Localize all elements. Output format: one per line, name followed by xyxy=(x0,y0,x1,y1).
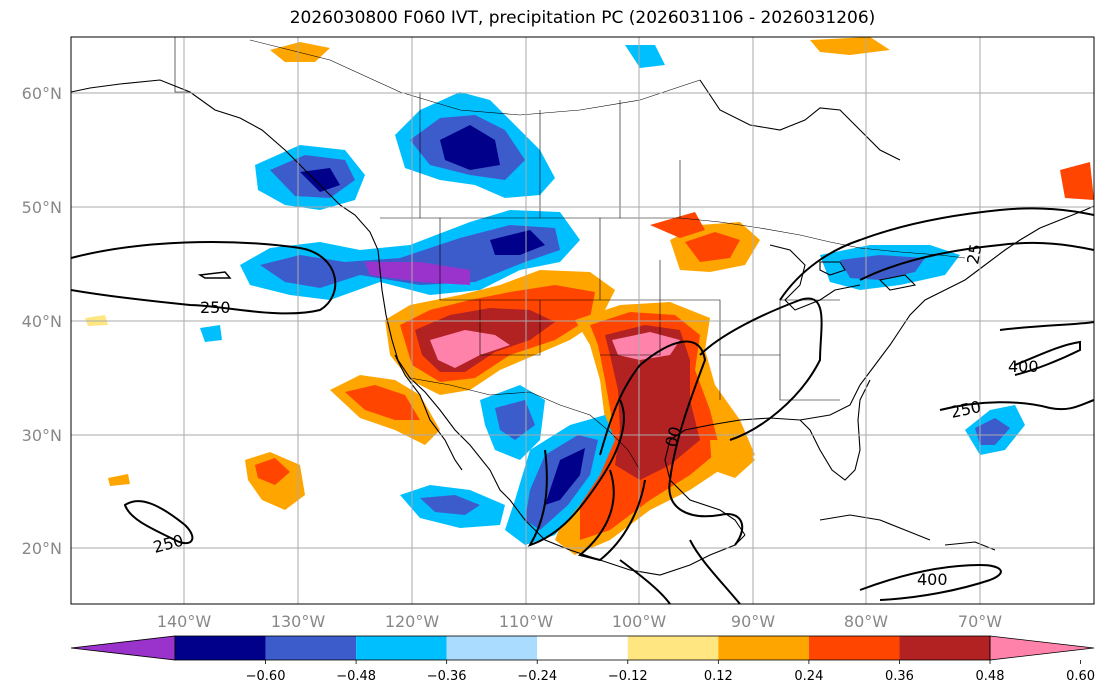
lat-label-40n: 40°N xyxy=(22,312,62,331)
lon-label-80w: 80°W xyxy=(844,612,888,631)
colorbar-swatch xyxy=(175,636,266,660)
lat-label-30n: 30°N xyxy=(22,426,62,445)
colorbar-tick-label: 0.60 xyxy=(1066,669,1095,684)
colorbar-frame xyxy=(174,635,991,661)
colorbar-tick-label: 0.24 xyxy=(794,669,823,684)
map-title: 2026030800 F060 IVT, precipitation PC (2… xyxy=(289,8,876,28)
border-us-canada xyxy=(380,217,966,259)
contour-label-00-gulf: 00 xyxy=(662,424,686,449)
contour-250-east xyxy=(699,297,823,441)
lat-label-20n: 20°N xyxy=(22,539,62,558)
contour-250-south xyxy=(123,500,194,545)
border-us-mexico xyxy=(409,377,641,471)
coastline-east xyxy=(859,205,1094,386)
colorbar-swatch xyxy=(356,636,447,660)
state-lines xyxy=(439,218,840,401)
longitude-labels: 140°W 130°W 120°W 110°W 100°W 90°W 80°W … xyxy=(157,612,1002,631)
colorbar-tick-label: −0.48 xyxy=(336,669,376,684)
contour-250-gulf xyxy=(599,340,744,546)
lon-label-70w: 70°W xyxy=(958,612,1002,631)
colorbar-tick-label: 0.48 xyxy=(976,669,1005,684)
contour-400-caribbean xyxy=(859,563,1002,601)
lat-label-60n: 60°N xyxy=(22,84,62,103)
latitude-labels: 60°N 50°N 40°N 30°N 20°N xyxy=(22,84,62,558)
colorbar-swatch xyxy=(537,636,628,660)
contour-label-400-atlantic: 400 xyxy=(1008,357,1039,376)
coastline-hudson xyxy=(699,79,901,161)
lon-label-140w: 140°W xyxy=(157,612,212,631)
coastlines xyxy=(71,79,1094,576)
coastline-florida xyxy=(799,379,871,481)
colorbar: −0.60 −0.48 −0.36 −0.24 −0.12 0.12 0.24 0.36 0.4… xyxy=(70,635,1095,684)
contour-label-250-west: 250 xyxy=(200,298,231,317)
contour-label-25-northeast: 25 xyxy=(963,242,985,265)
contour-250-west xyxy=(71,241,337,315)
lon-label-100w: 100°W xyxy=(612,612,667,631)
lon-label-110w: 110°W xyxy=(499,612,554,631)
lon-label-120w: 120°W xyxy=(385,612,440,631)
coastline-cuba xyxy=(819,514,931,541)
colorbar-extend-low xyxy=(70,635,176,661)
colorbar-swatch xyxy=(808,636,900,660)
lon-label-130w: 130°W xyxy=(271,612,326,631)
colorbar-swatch xyxy=(899,636,990,660)
ivt-contours xyxy=(71,207,1094,604)
precip-shading xyxy=(85,37,1094,555)
colorbar-swatch xyxy=(265,636,357,660)
colorbar-tick-label: −0.60 xyxy=(246,669,286,684)
colorbar-extend-high xyxy=(989,635,1095,661)
contour-400-atlantic xyxy=(1014,340,1081,376)
border-alaska xyxy=(174,37,190,93)
lat-label-50n: 50°N xyxy=(22,198,62,217)
colorbar-swatch xyxy=(627,636,719,660)
coastline-baja xyxy=(394,354,463,471)
plot-frame xyxy=(70,36,1095,605)
coastline-gulf-mexico xyxy=(664,384,861,536)
gridlines xyxy=(71,37,1094,604)
coastline-hispaniola xyxy=(944,541,996,551)
colorbar-tick-label: −0.36 xyxy=(427,669,467,684)
colorbar-tick-label: 0.12 xyxy=(704,669,733,684)
contour-label-400-caribbean: 400 xyxy=(917,570,948,589)
lon-label-90w: 90°W xyxy=(731,612,775,631)
colorbar-tick-label: −0.12 xyxy=(608,669,648,684)
colorbar-tick-label: −0.24 xyxy=(517,669,557,684)
colorbar-swatch xyxy=(718,636,809,660)
colorbar-swatch xyxy=(446,636,538,660)
borders xyxy=(174,37,966,471)
colorbar-tick-label: 0.36 xyxy=(885,669,914,684)
